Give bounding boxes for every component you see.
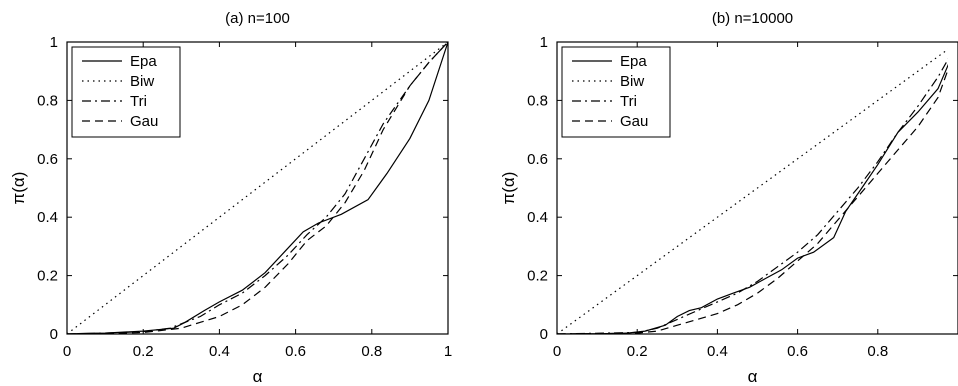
y-tick-label: 0.6 — [527, 151, 548, 168]
y-tick-label: 0 — [540, 326, 548, 343]
y-tick-label: 1 — [540, 34, 548, 51]
x-tick-label: 0.6 — [787, 343, 808, 360]
plot-frame — [556, 41, 958, 335]
legend-label-epa: Epa — [130, 53, 157, 70]
series-line-tri — [67, 42, 448, 334]
x-axis-label: α — [748, 367, 758, 386]
x-tick-label: 0.8 — [867, 343, 888, 360]
x-tick-label: 0 — [63, 343, 71, 360]
x-tick-label: 0.4 — [209, 343, 230, 360]
legend-label-tri: Tri — [130, 93, 147, 110]
plot-frame — [66, 41, 449, 335]
x-tick-label: 0.8 — [361, 343, 382, 360]
x-axis-label: α — [253, 367, 263, 386]
y-tick-label: 0.4 — [37, 209, 58, 226]
y-tick-label: 0.4 — [527, 209, 548, 226]
legend-label-tri: Tri — [620, 93, 637, 110]
y-tick-label: 0.2 — [37, 268, 58, 285]
y-tick-label: 0.2 — [527, 268, 548, 285]
series-line-tri — [557, 58, 948, 334]
y-axis-label: π(α) — [499, 172, 518, 205]
y-tick-label: 0 — [50, 326, 58, 343]
series-line-gau — [557, 67, 948, 334]
chart-panel-b: 0 0.2 0.4 0.6 0.8 0 0.2 0.4 0.6 0.8 1 (b) n=10000 α π… — [499, 10, 958, 386]
legend-label-biw: Biw — [620, 73, 644, 90]
chart-title: (b) n=10000 — [712, 10, 793, 27]
x-tick-label: 0 — [553, 343, 561, 360]
legend: Epa Biw Tri Gau — [71, 46, 181, 138]
x-tick-label: 0.2 — [627, 343, 648, 360]
y-axis-label: π(α) — [9, 172, 28, 205]
y-tick-label: 0.6 — [37, 151, 58, 168]
series-line-gau — [67, 42, 448, 334]
legend-box — [71, 46, 181, 138]
x-tick-label: 0.2 — [133, 343, 154, 360]
chart-title: (a) n=100 — [225, 10, 290, 27]
legend-label-biw: Biw — [130, 73, 154, 90]
legend-label-gau: Gau — [620, 113, 648, 130]
series-line-biw — [557, 48, 948, 334]
legend-label-gau: Gau — [130, 113, 158, 130]
x-tick-label: 0.4 — [707, 343, 728, 360]
chart-panel-a: 0 0.2 0.4 0.6 0.8 1 0 0.2 0.4 0.6 0.8 1 (a) n=100 α π(… — [9, 10, 452, 386]
legend-label-epa: Epa — [620, 53, 647, 70]
y-tick-label: 1 — [50, 34, 58, 51]
x-tick-label: 0.6 — [285, 343, 306, 360]
legend: Epa Biw Tri Gau — [561, 46, 671, 138]
legend-box — [561, 46, 671, 138]
y-tick-label: 0.8 — [37, 92, 58, 109]
x-tick-label: 1 — [444, 343, 452, 360]
y-tick-label: 0.8 — [527, 92, 548, 109]
